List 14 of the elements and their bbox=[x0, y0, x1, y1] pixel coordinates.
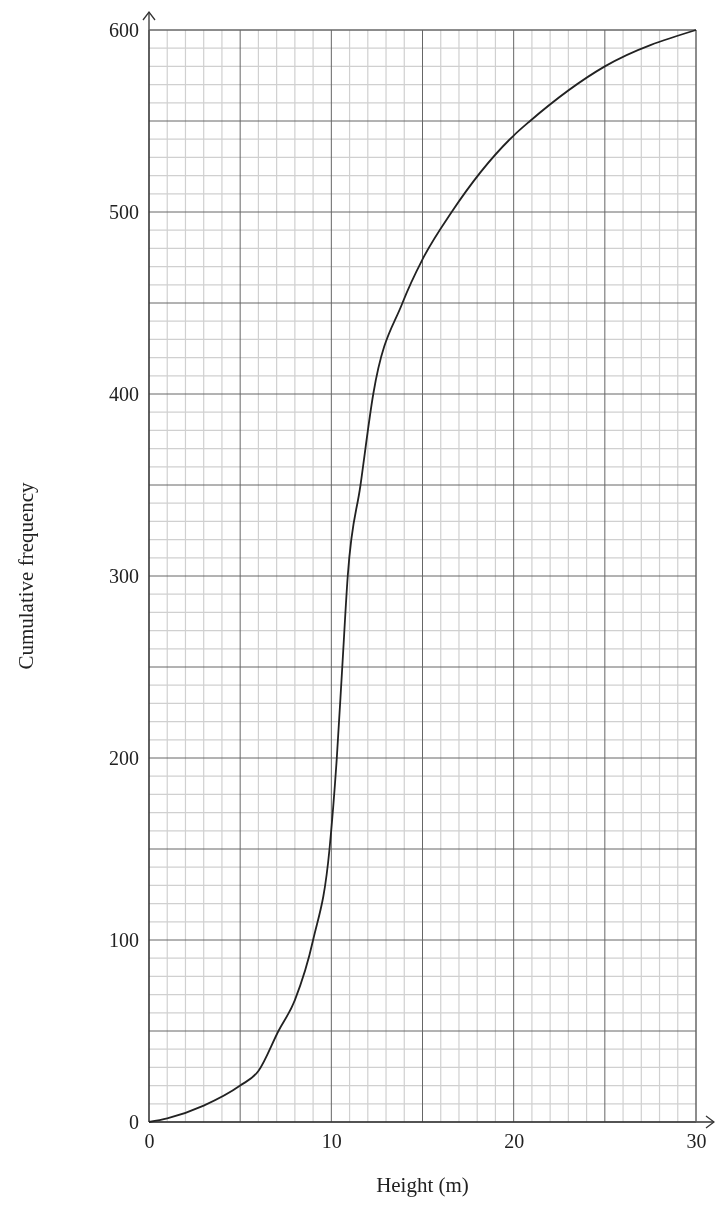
x-tick-label: 20 bbox=[504, 1130, 525, 1153]
x-tick-label: 30 bbox=[686, 1130, 707, 1153]
y-tick-label: 500 bbox=[109, 200, 139, 223]
y-tick-label: 600 bbox=[109, 18, 139, 41]
x-tick-label: 10 bbox=[321, 1130, 342, 1153]
y-tick-label: 0 bbox=[129, 1110, 139, 1133]
y-tick-label: 400 bbox=[109, 382, 139, 405]
x-axis-title: Height (m) bbox=[376, 1173, 469, 1197]
y-tick-label: 300 bbox=[109, 564, 139, 587]
y-tick-label: 200 bbox=[109, 746, 139, 769]
y-tick-label: 100 bbox=[109, 928, 139, 951]
y-axis-title: Cumulative frequency bbox=[14, 481, 38, 670]
x-tick-label: 0 bbox=[144, 1130, 155, 1153]
line-series bbox=[148, 29, 697, 1123]
